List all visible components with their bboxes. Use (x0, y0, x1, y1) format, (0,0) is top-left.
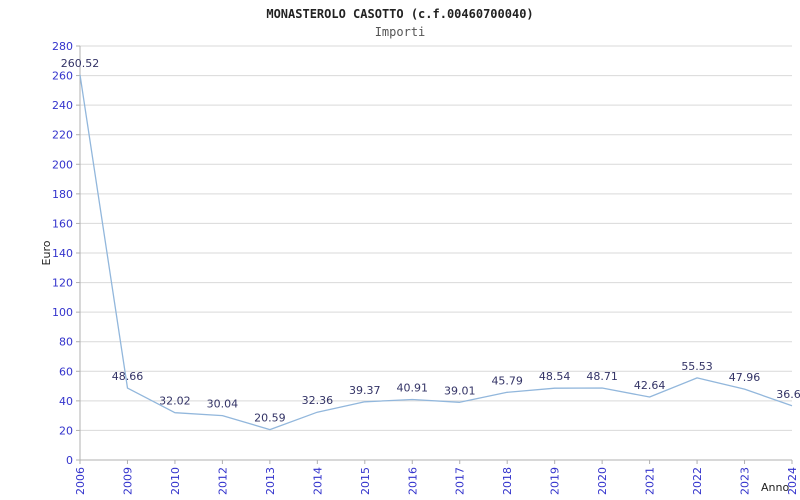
point-label: 48.71 (586, 370, 618, 383)
x-tick-label: 2009 (121, 467, 134, 495)
y-axis-title: Euro (40, 240, 53, 265)
x-tick-label: 2023 (739, 467, 752, 495)
x-tick-label: 2019 (549, 467, 562, 495)
x-tick-label: 2024 (786, 467, 799, 495)
point-label: 45.79 (491, 374, 523, 387)
y-tick-label: 280 (52, 40, 73, 53)
x-axis-title: Anno (761, 481, 789, 494)
y-tick-label: 140 (52, 247, 73, 260)
point-label: 42.64 (634, 379, 666, 392)
y-tick-label: 220 (52, 129, 73, 142)
point-label: 36.65 (776, 388, 800, 401)
point-label: 20.59 (254, 412, 286, 425)
y-tick-label: 180 (52, 188, 73, 201)
point-label: 39.37 (349, 384, 381, 397)
x-tick-label: 2022 (691, 467, 704, 495)
x-tick-label: 2015 (359, 467, 372, 495)
x-tick-label: 2017 (454, 467, 467, 495)
y-tick-label: 240 (52, 99, 73, 112)
x-tick-label: 2014 (311, 467, 324, 495)
point-label: 32.02 (159, 395, 191, 408)
chart-subtitle: Importi (374, 25, 426, 39)
point-label: 55.53 (681, 360, 713, 373)
x-tick-label: 2006 (74, 467, 87, 495)
point-label: 48.54 (539, 370, 571, 383)
x-tick-label: 2020 (596, 467, 609, 495)
y-tick-label: 200 (52, 158, 73, 171)
y-tick-label: 100 (52, 306, 73, 319)
x-tick-label: 2018 (501, 467, 514, 495)
x-tick-label: 2021 (644, 467, 657, 495)
point-label: 48.66 (112, 370, 144, 383)
y-tick-label: 260 (52, 70, 73, 83)
x-tick-label: 2012 (216, 467, 229, 495)
y-tick-label: 80 (59, 336, 73, 349)
point-label: 260.52 (61, 57, 100, 70)
y-tick-label: 60 (59, 365, 73, 378)
y-tick-label: 40 (59, 395, 73, 408)
point-label: 47.96 (729, 371, 761, 384)
x-tick-label: 2016 (406, 467, 419, 495)
y-tick-label: 20 (59, 424, 73, 437)
series-line (79, 74, 793, 431)
x-tick-label: 2010 (169, 467, 182, 495)
x-tick-label: 2013 (264, 467, 277, 495)
chart-title: MONASTEROLO CASOTTO (c.f.00460700040) (266, 7, 534, 21)
y-tick-label: 120 (52, 277, 73, 290)
point-label: 39.01 (444, 384, 476, 397)
y-tick-label: 160 (52, 217, 73, 230)
point-label: 40.91 (397, 382, 429, 395)
y-tick-label: 0 (66, 454, 73, 467)
point-label: 30.04 (207, 398, 239, 411)
point-label: 32.36 (302, 394, 334, 407)
